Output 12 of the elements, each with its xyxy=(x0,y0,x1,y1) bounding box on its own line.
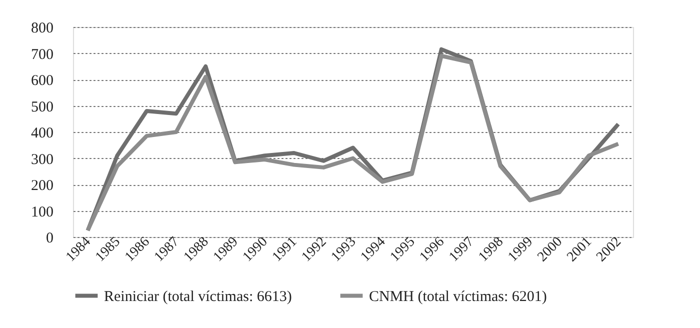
y-tick-label: 800 xyxy=(31,20,54,36)
legend-label: CNMH (total víctimas: 6201) xyxy=(369,288,547,305)
y-tick-label: 500 xyxy=(31,99,54,116)
y-tick-label: 700 xyxy=(31,46,54,63)
x-tick-label: 1991 xyxy=(270,234,300,265)
legend-label: Reiniciar (total víctimas: 6613) xyxy=(104,288,292,305)
y-tick-label: 600 xyxy=(31,73,54,89)
y-tick-label: 100 xyxy=(31,204,54,220)
y-tick-label: 300 xyxy=(31,152,54,168)
y-tick-label: 400 xyxy=(31,126,54,142)
y-tick-label: 0 xyxy=(46,230,54,246)
y-tick-label: 200 xyxy=(31,178,54,194)
